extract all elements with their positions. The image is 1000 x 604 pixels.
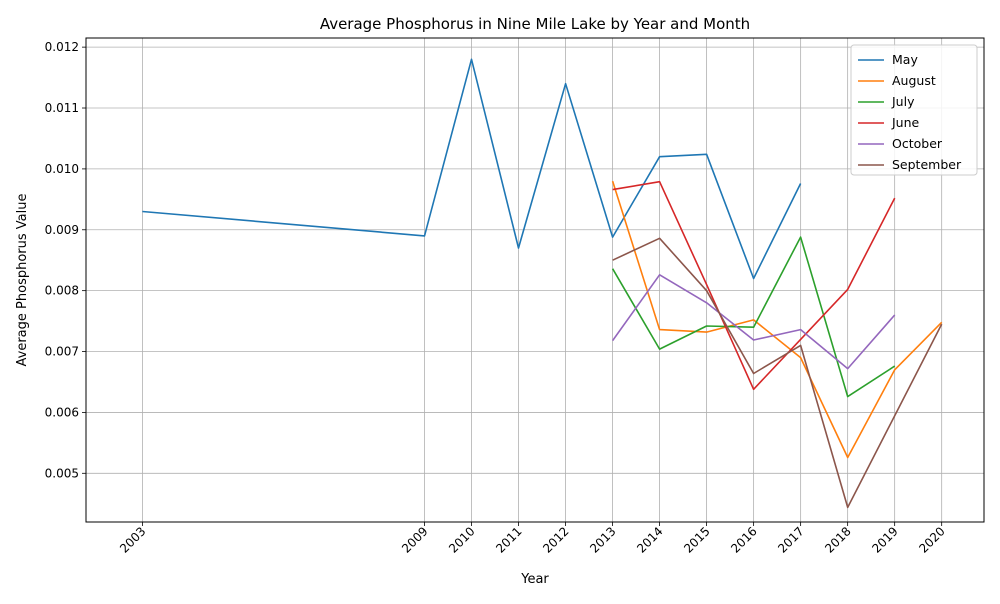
y-tick-label: 0.006 (45, 405, 79, 419)
y-tick-label: 0.008 (45, 284, 79, 298)
legend-label: September (892, 157, 962, 172)
y-axis-ticks: 0.005 0.006 0.007 0.008 0.009 0.010 0.011 0.012 (45, 40, 86, 480)
y-tick-label: 0.012 (45, 40, 79, 54)
legend-label: August (892, 73, 936, 88)
series-line-august (611, 180, 943, 459)
x-axis-label: Year (520, 572, 549, 587)
y-axis-label: Average Phosphorus Value (15, 194, 30, 367)
series-line-july (611, 236, 896, 398)
legend-box (850, 44, 978, 176)
chart-title: Average Phosphorus in Nine Mile Lake by … (320, 15, 750, 33)
legend-label: October (892, 136, 943, 151)
legend-label: June (891, 115, 920, 130)
y-tick-label: 0.010 (45, 162, 79, 176)
legend-label: May (892, 52, 918, 67)
legend: May August July June October September (850, 44, 978, 176)
legend-label: July (891, 94, 915, 109)
y-tick-label: 0.005 (45, 466, 79, 480)
series-line-may (142, 58, 802, 280)
series-line-june (612, 180, 896, 391)
series-line-october (611, 273, 896, 370)
plot-frame (85, 37, 985, 523)
y-tick-label: 0.011 (45, 101, 79, 115)
y-tick-label: 0.009 (45, 223, 79, 237)
series-lines (142, 58, 943, 509)
series-line-september (612, 237, 943, 509)
y-tick-label: 0.007 (45, 345, 79, 359)
